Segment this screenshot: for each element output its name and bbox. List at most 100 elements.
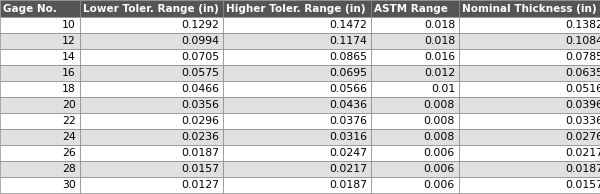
Bar bbox=[80, 0, 223, 17]
Text: 0.0236: 0.0236 bbox=[181, 132, 219, 142]
Bar bbox=[80, 129, 223, 145]
Bar bbox=[80, 81, 223, 97]
Bar bbox=[371, 33, 459, 49]
Text: 0.0466: 0.0466 bbox=[181, 84, 219, 94]
Bar bbox=[223, 0, 371, 17]
Bar bbox=[371, 0, 459, 17]
Text: 0.0516: 0.0516 bbox=[565, 84, 600, 94]
Bar bbox=[459, 129, 600, 145]
Bar bbox=[223, 145, 371, 161]
Bar bbox=[223, 17, 371, 33]
Text: 0.0994: 0.0994 bbox=[181, 36, 219, 46]
Text: 0.0705: 0.0705 bbox=[181, 52, 219, 62]
Bar bbox=[80, 65, 223, 81]
Bar bbox=[80, 113, 223, 129]
Text: 22: 22 bbox=[62, 116, 76, 126]
Text: 0.008: 0.008 bbox=[424, 116, 455, 126]
Bar bbox=[223, 65, 371, 81]
Bar bbox=[459, 113, 600, 129]
Text: 0.1174: 0.1174 bbox=[329, 36, 367, 46]
Bar bbox=[0, 0, 80, 17]
Bar bbox=[459, 145, 600, 161]
Bar bbox=[371, 81, 459, 97]
Bar bbox=[459, 65, 600, 81]
Text: 0.0187: 0.0187 bbox=[181, 148, 219, 158]
Text: 0.0187: 0.0187 bbox=[329, 180, 367, 190]
Text: Lower Toler. Range (in): Lower Toler. Range (in) bbox=[83, 3, 219, 14]
Bar bbox=[371, 177, 459, 193]
Bar bbox=[223, 177, 371, 193]
Text: 0.0296: 0.0296 bbox=[181, 116, 219, 126]
Text: 0.1382: 0.1382 bbox=[565, 20, 600, 30]
Bar bbox=[223, 129, 371, 145]
Text: 0.006: 0.006 bbox=[424, 148, 455, 158]
Bar bbox=[0, 33, 80, 49]
Text: 0.0276: 0.0276 bbox=[565, 132, 600, 142]
Text: 0.0436: 0.0436 bbox=[329, 100, 367, 110]
Bar bbox=[223, 49, 371, 65]
Text: 0.0157: 0.0157 bbox=[181, 164, 219, 174]
Text: 26: 26 bbox=[62, 148, 76, 158]
Bar bbox=[80, 177, 223, 193]
Bar bbox=[459, 97, 600, 113]
Bar bbox=[223, 33, 371, 49]
Text: 0.0217: 0.0217 bbox=[565, 148, 600, 158]
Bar bbox=[371, 97, 459, 113]
Text: 0.012: 0.012 bbox=[424, 68, 455, 78]
Text: 0.0785: 0.0785 bbox=[565, 52, 600, 62]
Text: 0.018: 0.018 bbox=[424, 20, 455, 30]
Text: 0.0127: 0.0127 bbox=[181, 180, 219, 190]
Bar bbox=[0, 177, 80, 193]
Text: 0.0376: 0.0376 bbox=[329, 116, 367, 126]
Text: 0.018: 0.018 bbox=[424, 36, 455, 46]
Text: 0.1084: 0.1084 bbox=[565, 36, 600, 46]
Bar bbox=[80, 97, 223, 113]
Text: Nominal Thickness (in): Nominal Thickness (in) bbox=[462, 3, 596, 14]
Bar bbox=[371, 145, 459, 161]
Bar bbox=[80, 33, 223, 49]
Text: 0.0247: 0.0247 bbox=[329, 148, 367, 158]
Bar bbox=[371, 113, 459, 129]
Bar bbox=[371, 65, 459, 81]
Bar bbox=[459, 17, 600, 33]
Text: 0.006: 0.006 bbox=[424, 164, 455, 174]
Text: 28: 28 bbox=[62, 164, 76, 174]
Text: 0.0695: 0.0695 bbox=[329, 68, 367, 78]
Text: 30: 30 bbox=[62, 180, 76, 190]
Bar bbox=[371, 49, 459, 65]
Bar bbox=[0, 161, 80, 177]
Text: 0.0217: 0.0217 bbox=[329, 164, 367, 174]
Text: Gage No.: Gage No. bbox=[3, 3, 57, 14]
Bar bbox=[80, 17, 223, 33]
Text: 0.0336: 0.0336 bbox=[565, 116, 600, 126]
Bar bbox=[459, 177, 600, 193]
Bar bbox=[0, 81, 80, 97]
Text: 0.016: 0.016 bbox=[424, 52, 455, 62]
Text: 18: 18 bbox=[62, 84, 76, 94]
Text: 0.0356: 0.0356 bbox=[181, 100, 219, 110]
Text: 0.0566: 0.0566 bbox=[329, 84, 367, 94]
Text: 0.008: 0.008 bbox=[424, 100, 455, 110]
Text: 0.0396: 0.0396 bbox=[565, 100, 600, 110]
Text: 0.008: 0.008 bbox=[424, 132, 455, 142]
Bar bbox=[459, 81, 600, 97]
Text: 0.0865: 0.0865 bbox=[329, 52, 367, 62]
Text: 12: 12 bbox=[62, 36, 76, 46]
Bar bbox=[80, 49, 223, 65]
Bar bbox=[371, 17, 459, 33]
Bar bbox=[0, 17, 80, 33]
Bar bbox=[0, 97, 80, 113]
Text: ASTM Range: ASTM Range bbox=[374, 3, 448, 14]
Text: 24: 24 bbox=[62, 132, 76, 142]
Text: 0.0575: 0.0575 bbox=[181, 68, 219, 78]
Bar bbox=[0, 145, 80, 161]
Bar bbox=[0, 113, 80, 129]
Bar bbox=[371, 129, 459, 145]
Bar bbox=[80, 161, 223, 177]
Text: 0.01: 0.01 bbox=[431, 84, 455, 94]
Bar bbox=[0, 49, 80, 65]
Bar bbox=[223, 81, 371, 97]
Bar bbox=[459, 49, 600, 65]
Bar bbox=[223, 113, 371, 129]
Bar bbox=[0, 65, 80, 81]
